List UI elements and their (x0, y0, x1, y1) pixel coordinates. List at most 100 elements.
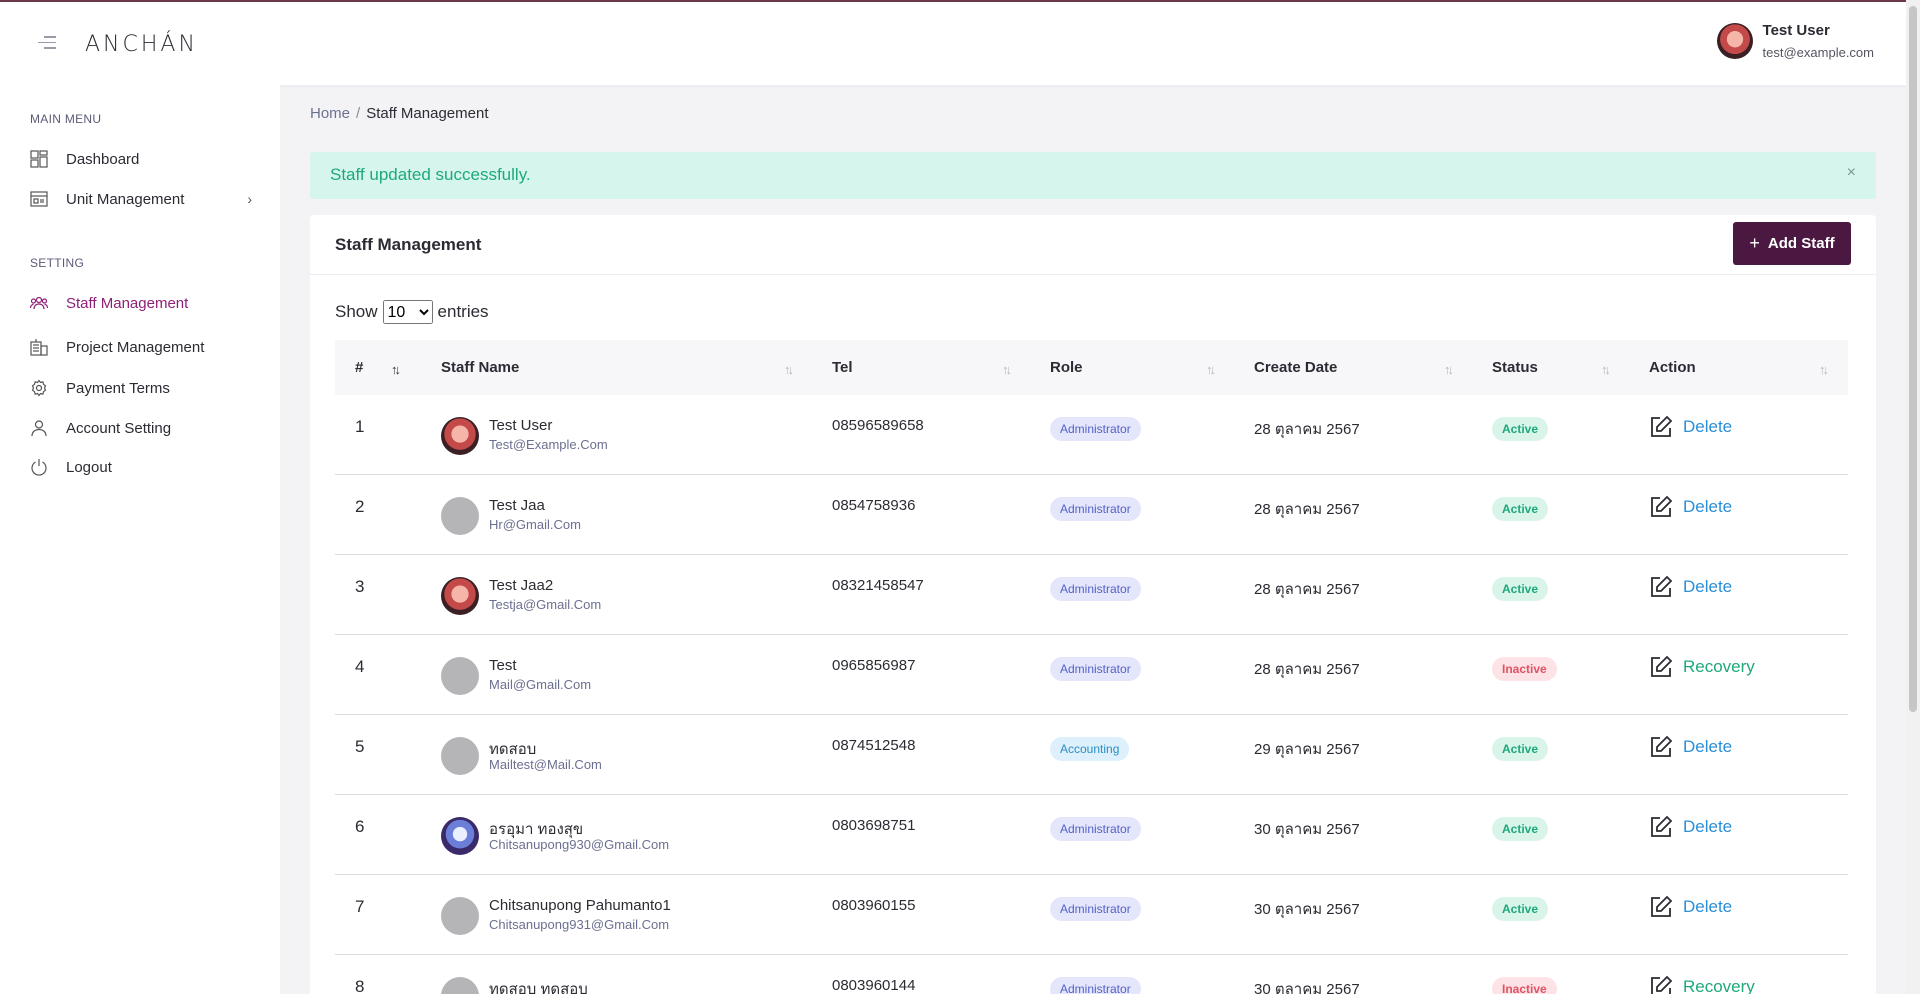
sidebar-item-staff-management[interactable]: Staff Management (30, 294, 252, 312)
add-staff-button[interactable]: + Add Staff (1733, 222, 1851, 265)
staff-tel: 0874512548 (832, 737, 916, 754)
row-number: 2 (355, 497, 365, 516)
top-header: ANCHÁN Test User test@example.com (0, 2, 1906, 85)
sidebar-item-dashboard[interactable]: Dashboard (30, 150, 252, 168)
dashboard-icon (30, 150, 48, 168)
status-badge: Active (1492, 417, 1549, 441)
staff-name: Test (489, 657, 517, 674)
breadcrumb-home-link[interactable]: Home (310, 105, 351, 122)
staff-icon (30, 296, 48, 310)
header-number[interactable]: # (355, 359, 364, 376)
sort-icon[interactable]: ↑↓ (784, 362, 794, 377)
delete-button[interactable]: Delete (1683, 577, 1733, 596)
avatar (441, 817, 479, 855)
delete-button[interactable]: Delete (1683, 897, 1733, 916)
recovery-button[interactable]: Recovery (1683, 977, 1755, 994)
section-title-setting: SETTING (30, 256, 85, 270)
delete-button[interactable]: Delete (1683, 737, 1733, 756)
section-title-main-menu: MAIN MENU (30, 112, 102, 126)
staff-name: ทดสอบ (489, 741, 537, 758)
entries-control: Show 10 entries (335, 300, 489, 324)
staff-tel: 08321458547 (832, 577, 924, 594)
staff-email: Testja@Gmail.Com (489, 597, 602, 612)
avatar (441, 897, 479, 935)
sidebar: MAIN MENU Dashboard Unit Management › SE… (0, 85, 280, 994)
staff-tel: 08596589658 (832, 417, 924, 434)
role-badge: Administrator (1050, 977, 1141, 994)
close-icon[interactable]: × (1846, 164, 1856, 181)
recovery-button[interactable]: Recovery (1683, 657, 1755, 676)
status-badge: Active (1492, 737, 1549, 761)
sidebar-item-unit-management[interactable]: Unit Management › (30, 190, 252, 208)
breadcrumb: Home / Staff Management (310, 105, 489, 122)
edit-icon[interactable] (1649, 655, 1673, 679)
role-badge: Administrator (1050, 897, 1141, 921)
staff-email: Test@Example.Com (489, 437, 608, 452)
staff-email: Hr@Gmail.Com (489, 517, 581, 532)
scrollbar-thumb[interactable] (1909, 6, 1917, 712)
create-date: 28 ตุลาคม 2567 (1254, 421, 1360, 438)
delete-button[interactable]: Delete (1683, 417, 1733, 436)
status-badge: Active (1492, 577, 1549, 601)
header-role[interactable]: Role (1050, 359, 1083, 376)
delete-button[interactable]: Delete (1683, 497, 1733, 516)
sidebar-item-label: Unit Management (66, 190, 185, 208)
edit-icon[interactable] (1649, 895, 1673, 919)
sort-asc-icon[interactable]: ↑↓ (391, 362, 401, 377)
create-date: 28 ตุลาคม 2567 (1254, 581, 1360, 598)
delete-button[interactable]: Delete (1683, 817, 1733, 836)
table-header: # ↑↓ Staff Name ↑↓ Tel ↑↓ Role ↑↓ Create… (335, 340, 1848, 395)
staff-email: Chitsanupong930@Gmail.Com (489, 837, 670, 852)
edit-icon[interactable] (1649, 415, 1673, 439)
page-title: Staff Management (335, 235, 482, 254)
staff-name: อรอุมา ทองสุข (489, 821, 584, 838)
menu-toggle-icon[interactable] (38, 36, 62, 54)
page-scrollbar[interactable] (1906, 0, 1920, 994)
header-create-date[interactable]: Create Date (1254, 359, 1338, 376)
sort-icon[interactable]: ↑↓ (1601, 362, 1611, 377)
create-date: 30 ตุลาคม 2567 (1254, 901, 1360, 918)
status-badge: Active (1492, 817, 1549, 841)
avatar[interactable] (1716, 23, 1753, 59)
header-staff-name[interactable]: Staff Name (441, 359, 520, 376)
sort-icon[interactable]: ↑↓ (1206, 362, 1216, 377)
sidebar-item-label: Dashboard (66, 150, 140, 168)
success-alert: Staff updated successfully. × (310, 152, 1876, 199)
edit-icon[interactable] (1649, 735, 1673, 759)
row-number: 1 (355, 417, 365, 436)
top-accent-line (0, 0, 1920, 2)
header-status[interactable]: Status (1492, 359, 1538, 376)
sort-icon[interactable]: ↑↓ (1002, 362, 1012, 377)
avatar (441, 737, 479, 775)
row-number: 5 (355, 737, 365, 756)
app-logo[interactable]: ANCHÁN (85, 32, 198, 57)
card-header: Staff Management + Add Staff (310, 215, 1876, 275)
page-size-select[interactable]: 10 (382, 300, 433, 324)
staff-email: Mailtest@Mail.Com (489, 757, 602, 772)
sidebar-item-logout[interactable]: Logout (30, 458, 252, 476)
sidebar-item-payment-terms[interactable]: Payment Terms (30, 379, 252, 397)
edit-icon[interactable] (1649, 495, 1673, 519)
staff-tel: 0803698751 (832, 817, 916, 834)
table-row: 7 Chitsanupong Pahumanto1 Chitsanupong93… (335, 875, 1848, 955)
row-number: 8 (355, 977, 365, 994)
status-badge: Inactive (1492, 657, 1557, 681)
header-tel[interactable]: Tel (832, 359, 853, 376)
user-menu[interactable]: Test User test@example.com (1716, 22, 1874, 60)
avatar (441, 977, 479, 994)
edit-icon[interactable] (1649, 575, 1673, 599)
sidebar-item-account-setting[interactable]: Account Setting (30, 419, 252, 437)
role-badge: Administrator (1050, 497, 1141, 521)
sort-icon[interactable]: ↑↓ (1819, 362, 1829, 377)
edit-icon[interactable] (1649, 975, 1673, 994)
header-action[interactable]: Action (1649, 359, 1696, 376)
unit-icon (30, 191, 48, 207)
edit-icon[interactable] (1649, 815, 1673, 839)
status-badge: Inactive (1492, 977, 1557, 994)
role-badge: Administrator (1050, 577, 1141, 601)
sidebar-item-project-management[interactable]: Project Management (30, 338, 252, 356)
table-row: 2 Test Jaa Hr@Gmail.Com 0854758936 Admin… (335, 475, 1848, 555)
sort-icon[interactable]: ↑↓ (1444, 362, 1454, 377)
avatar (441, 417, 479, 455)
sidebar-item-label: Logout (66, 458, 112, 476)
